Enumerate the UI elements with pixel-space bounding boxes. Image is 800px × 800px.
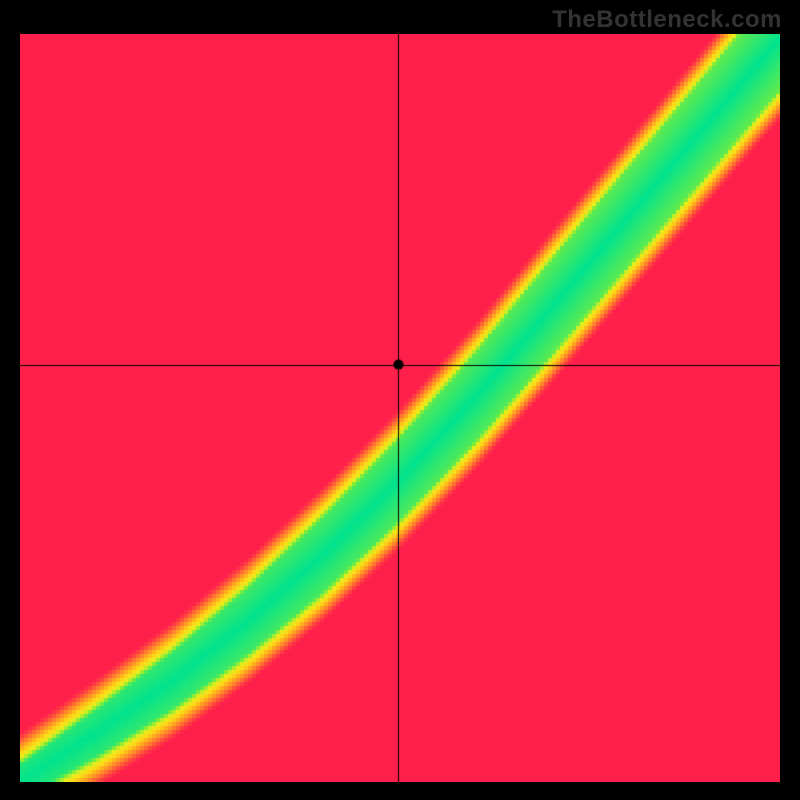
heatmap-canvas (20, 34, 780, 782)
bottleneck-heatmap (20, 34, 780, 782)
watermark-text: TheBottleneck.com (552, 6, 782, 34)
